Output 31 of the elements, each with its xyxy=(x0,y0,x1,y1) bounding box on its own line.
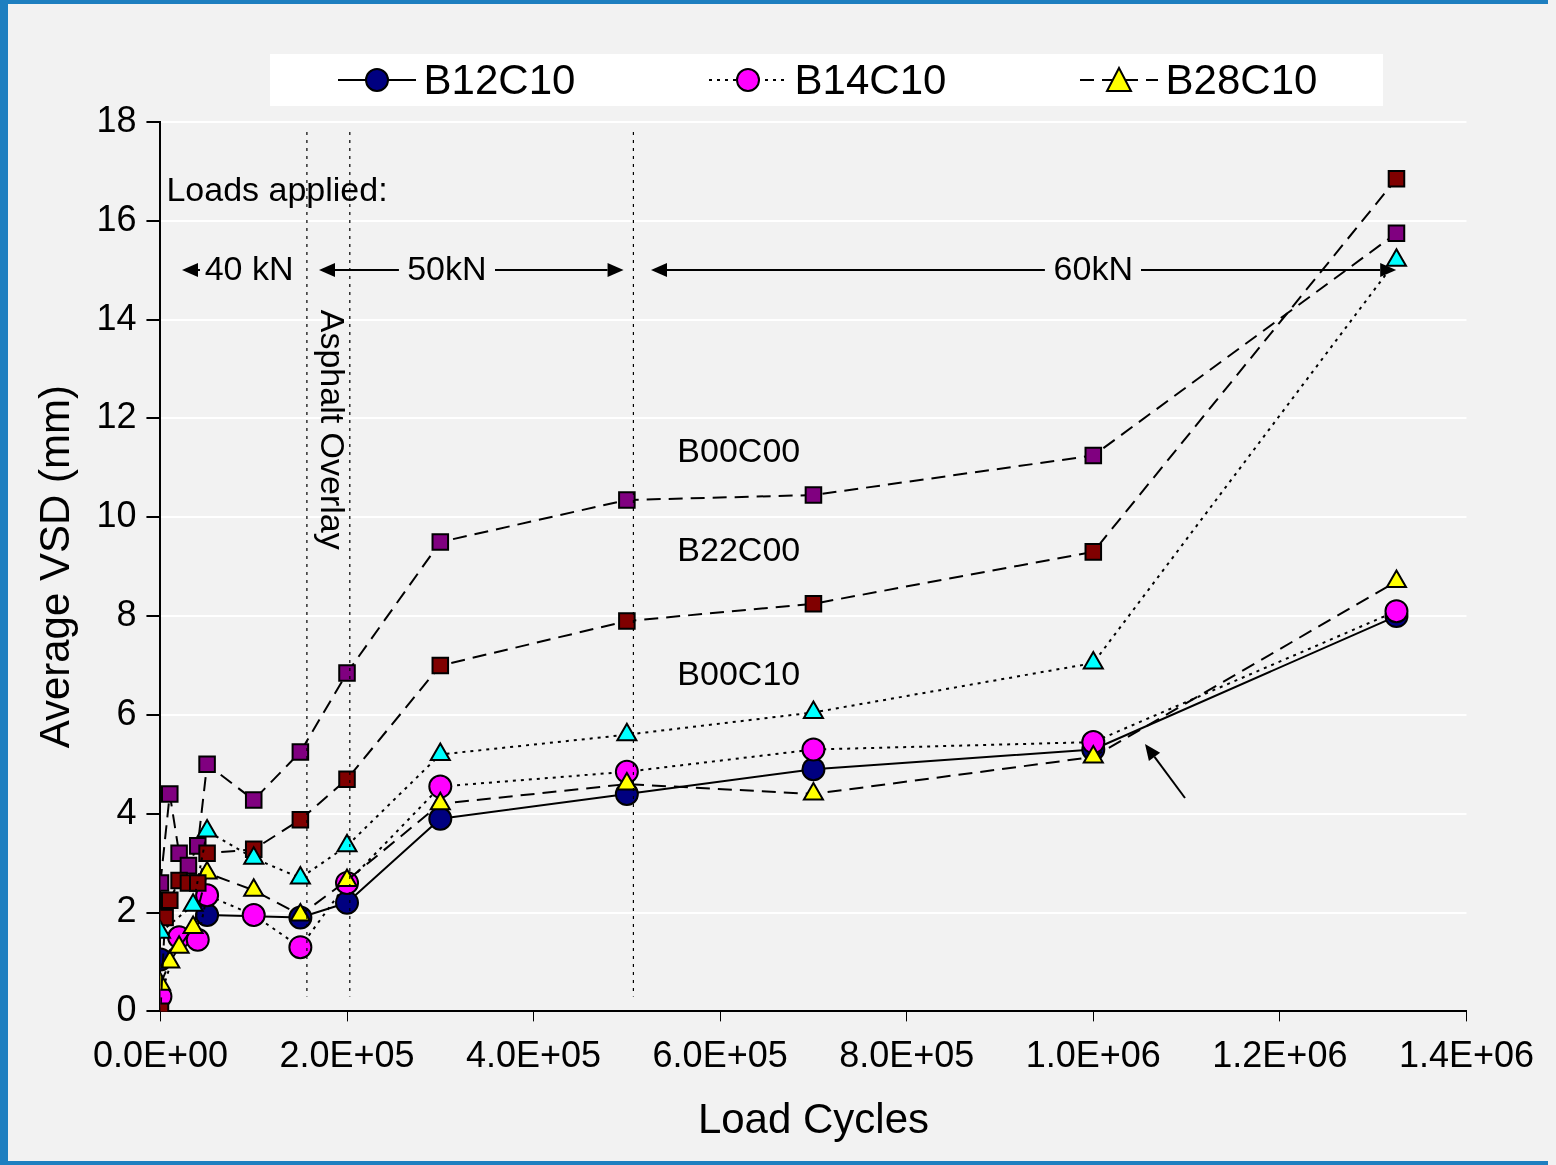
x-tick-label: 4.0E+05 xyxy=(466,1033,602,1075)
annotation: 50kN xyxy=(407,248,487,287)
y-tick-label: 16 xyxy=(96,197,137,239)
x-tick-label: 1.0E+06 xyxy=(1025,1033,1161,1075)
legend-label: B12C10 xyxy=(423,56,576,104)
legend-label: B14C10 xyxy=(794,56,947,104)
annotation: B22C00 xyxy=(677,530,801,569)
annotation: B00C00 xyxy=(677,431,801,470)
x-tick-label: 2.0E+05 xyxy=(279,1033,415,1075)
y-tick-label: 4 xyxy=(116,790,137,832)
annotation: B00C10 xyxy=(677,653,801,692)
ref-line-label: Asphalt Overlay xyxy=(313,309,352,550)
annotation: Loads applied: xyxy=(166,169,388,208)
y-tick-label: 10 xyxy=(96,494,137,536)
x-axis-title: Load Cycles xyxy=(697,1095,929,1143)
x-tick-label: 1.2E+06 xyxy=(1212,1033,1348,1075)
y-tick-label: 14 xyxy=(96,296,137,338)
y-tick-label: 8 xyxy=(116,593,137,635)
x-tick-label: 0.0E+00 xyxy=(92,1033,229,1075)
x-tick-label: 1.4E+06 xyxy=(1398,1033,1534,1075)
annotation: 40 kN xyxy=(204,248,294,287)
y-tick-label: 0 xyxy=(116,988,137,1030)
x-tick-label: 8.0E+05 xyxy=(839,1033,975,1075)
x-tick-label: 6.0E+05 xyxy=(652,1033,788,1075)
annotation: 60kN xyxy=(1053,248,1133,287)
y-tick-label: 2 xyxy=(116,889,137,931)
y-axis-title: Average VSD (mm) xyxy=(30,385,78,749)
y-tick-label: 6 xyxy=(116,691,137,733)
legend-label: B28C10 xyxy=(1165,56,1318,104)
y-tick-label: 12 xyxy=(96,395,137,437)
y-tick-label: 18 xyxy=(96,98,137,140)
